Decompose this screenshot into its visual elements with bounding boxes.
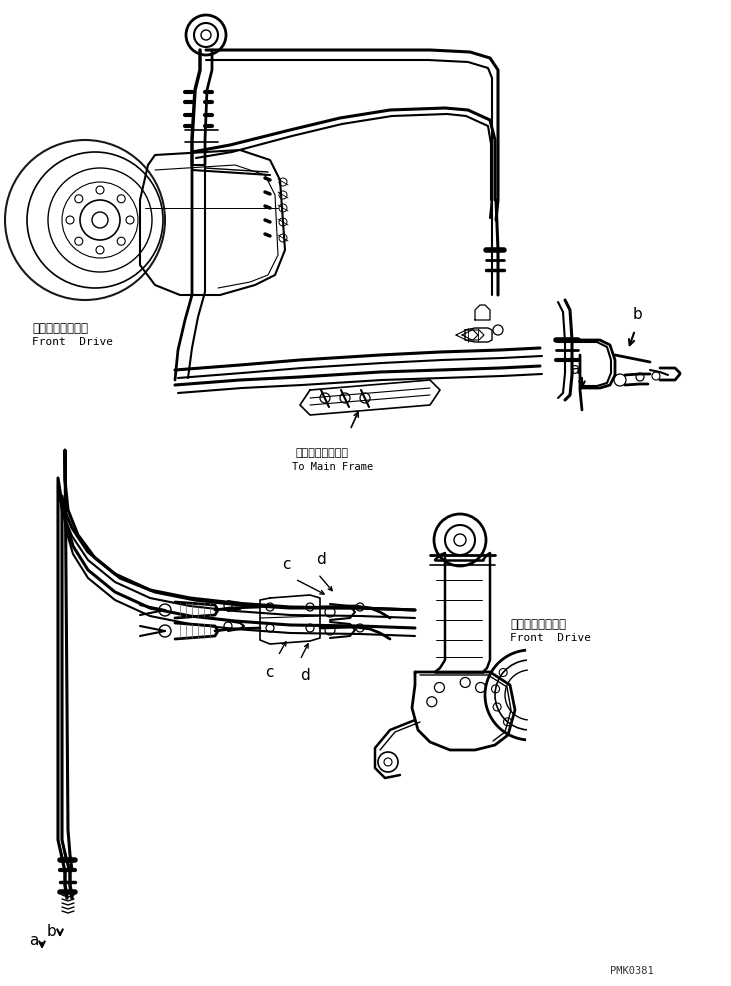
Text: PMK0381: PMK0381 [610,966,654,976]
Text: a: a [570,362,580,377]
Text: a: a [29,933,39,948]
Text: メインフレームヘ: メインフレームヘ [295,448,348,458]
Text: Front  Drive: Front Drive [510,633,591,643]
Text: To Main Frame: To Main Frame [292,462,374,472]
Text: Front  Drive: Front Drive [32,337,113,347]
Text: d: d [300,668,310,683]
Text: フロントドライブ: フロントドライブ [510,618,566,631]
Text: c: c [265,665,273,680]
Text: b: b [633,307,643,322]
Text: b: b [47,924,57,939]
Text: c: c [282,557,290,572]
Text: フロントドライブ: フロントドライブ [32,322,88,335]
Text: d: d [316,552,326,567]
